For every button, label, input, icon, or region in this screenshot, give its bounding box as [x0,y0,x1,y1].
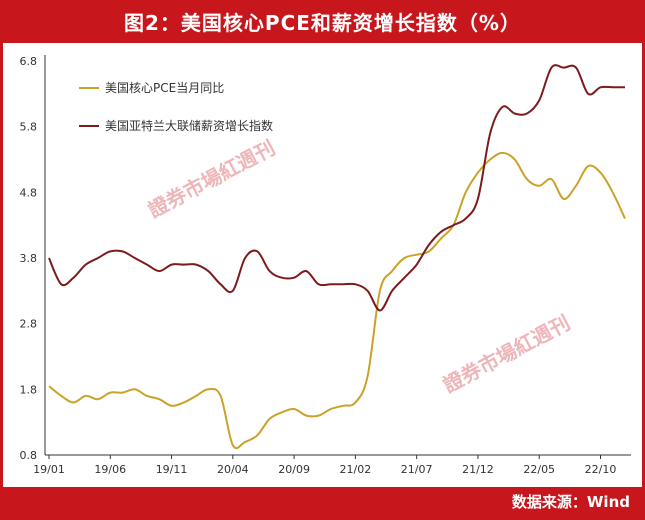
x-tick-label: 22/10 [585,463,617,476]
x-tick-label: 20/04 [217,463,249,476]
x-tick-label: 19/06 [94,463,126,476]
x-tick-label: 20/09 [278,463,310,476]
x-axis-ticks: 19/01 19/06 19/11 20/04 20/09 21/02 21/07 21/12… [33,455,616,476]
x-tick-label: 19/01 [33,463,65,476]
watermark-logo-0: 證券市場紅週刊 [144,135,279,222]
y-tick-label: 2.8 [20,318,38,331]
x-tick-label: 21/02 [340,463,372,476]
legend-label: 美国亚特兰大联储薪资增长指数 [105,118,273,133]
y-tick-label: 4.8 [20,186,38,199]
x-tick-label: 21/07 [401,463,433,476]
y-tick-label: 1.8 [20,383,38,396]
x-tick-label: 21/12 [462,463,494,476]
series-line-wage-growth [48,64,625,312]
series-line-core-pce [48,151,626,450]
y-tick-label: 3.8 [20,252,38,265]
axes [44,55,631,456]
y-tick-label: 6.8 [20,55,38,68]
x-tick-label: 22/05 [523,463,555,476]
y-axis-ticks: 0.8 1.8 2.8 3.8 4.8 5.8 6.8 [20,55,38,462]
y-tick-label: 0.8 [20,449,38,462]
legend-label: 美国核心PCE当月同比 [105,81,224,95]
chart-title: 图2：美国核心PCE和薪资增长指数（%） [3,3,642,43]
footer-bar: 数据来源：Wind [3,487,642,517]
source-label: 数据来源：Wind [511,493,630,511]
x-tick-label: 19/11 [156,463,188,476]
series-lines [48,64,626,450]
watermark-logo-1: 證券市場紅週刊 [439,310,574,397]
y-tick-label: 5.8 [20,121,38,134]
